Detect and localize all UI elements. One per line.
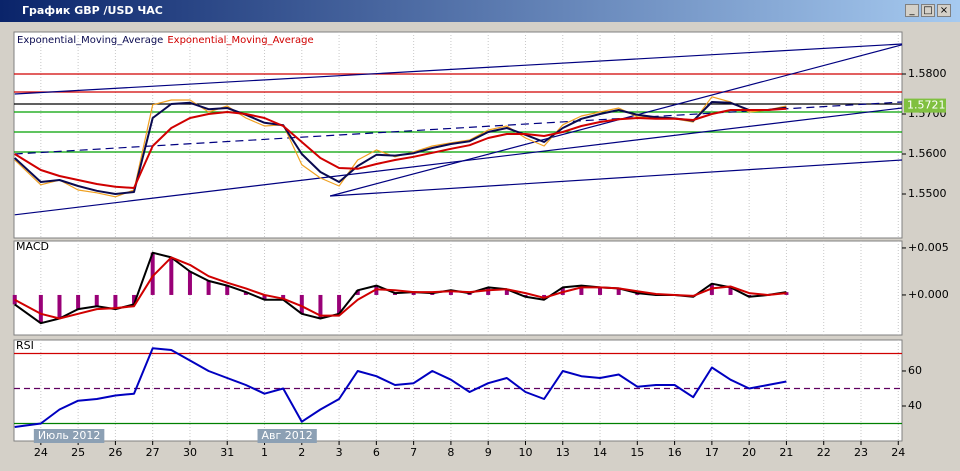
y-tick-label: 1.5600 [908,147,947,160]
y-tick-label: +0.000 [908,288,949,301]
window-title: График GBP /USD ЧАС [22,4,163,17]
histogram-bar [187,271,192,295]
histogram-bar [318,294,323,319]
pane [13,339,903,442]
trend-line [14,107,903,216]
close-button[interactable]: × [937,4,951,17]
trend-line [330,159,903,197]
histogram-bar [94,294,99,307]
x-tick-label: 13 [556,446,570,459]
histogram-bar [616,288,621,295]
histogram-bar [76,294,81,310]
y-tick-label: +0.005 [908,241,949,254]
y-tick-label: 60 [908,364,922,377]
x-tick-label: 23 [854,446,868,459]
x-tick-label: 7 [410,446,417,459]
x-tick-label: 21 [779,446,793,459]
histogram-bar [225,285,230,295]
x-tick-label: 22 [817,446,831,459]
last-price-box [904,98,946,113]
histogram-bar [57,294,62,319]
chart: 1.55001.56001.57001.5800Exponential_Movi… [12,31,949,459]
histogram-bar [243,292,248,295]
x-tick-label: 1 [261,446,268,459]
period-box [257,429,317,443]
legend-entry: Exponential_Moving_Average [17,35,163,46]
histogram-bar [448,290,453,295]
x-tick-label: 14 [593,446,607,459]
histogram-bar [355,290,360,295]
x-tick-label: 2 [298,446,305,459]
x-tick-label: 8 [447,446,454,459]
pane [13,31,903,239]
trend-line [14,101,903,155]
x-tick-label: 9 [485,446,492,459]
histogram-bar [281,294,286,300]
x-tick-label: 3 [336,446,343,459]
histogram-bar [598,287,603,295]
pane [13,240,903,336]
series-line [14,101,787,195]
period-box [33,429,105,443]
histogram-bar [299,294,304,314]
x-tick-label: 16 [668,446,682,459]
pane-title: MACD [16,240,49,253]
x-tick-label: 24 [891,446,905,459]
pane-title: RSI [16,339,34,352]
x-tick-label: 31 [220,446,234,459]
y-tick-label: 1.5500 [908,187,947,200]
histogram-bar [113,294,118,310]
histogram-bar [38,294,43,324]
histogram-bar [150,252,155,295]
histogram-bar [579,285,584,295]
histogram-bar [169,257,174,295]
x-tick-label: 10 [518,446,532,459]
histogram-bar [132,294,137,305]
x-tick-label: 6 [373,446,380,459]
histogram-bar [504,289,509,295]
x-tick-label: 17 [705,446,719,459]
period-text: Июль 2012 [38,429,101,442]
minimize-button[interactable]: _ [905,4,919,17]
x-tick-label: 15 [630,446,644,459]
x-tick-label: 20 [742,446,756,459]
series-line [14,107,787,189]
x-tick-label: 25 [71,446,85,459]
trend-line [14,43,903,95]
period-text: Авг 2012 [262,429,313,442]
histogram-bar [262,294,267,300]
x-tick-label: 26 [108,446,122,459]
histogram-bar [337,294,342,314]
x-tick-label: 27 [146,446,160,459]
series-line [14,347,787,428]
histogram-bar [411,292,416,295]
maximize-button[interactable]: □ [921,4,935,17]
period-label: Авг 2012 [257,429,317,443]
x-tick-label: 24 [34,446,48,459]
title-bar: График GBP /USD ЧАС _ □ × [0,0,960,22]
legend-entry: Exponential_Moving_Average [167,35,313,46]
last-price-label: 1.5721 [907,99,946,112]
period-label: Июль 2012 [33,429,105,443]
y-tick-label: 40 [908,399,922,412]
x-tick-label: 30 [183,446,197,459]
y-tick-label: 1.5800 [908,67,947,80]
histogram-bar [728,287,733,295]
histogram-bar [206,280,211,295]
series-line [14,256,787,320]
